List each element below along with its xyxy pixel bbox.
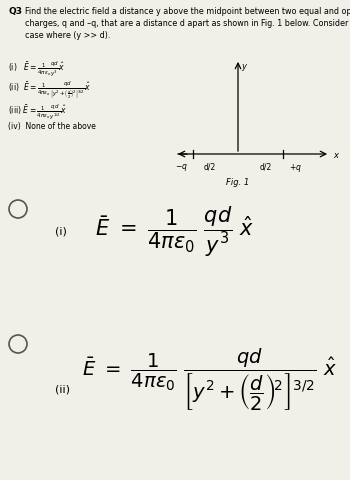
Text: $+q$: $+q$: [288, 162, 301, 174]
Text: (ii)  $\bar{E} = \frac{1}{4\pi\varepsilon_o}\frac{qd}{\left[y^2+\left(\frac{d}{2: (ii) $\bar{E} = \frac{1}{4\pi\varepsilon…: [8, 79, 91, 100]
Text: (iv)  None of the above: (iv) None of the above: [8, 122, 96, 131]
Text: d/2: d/2: [260, 162, 272, 171]
Text: (iii) $\bar{E} = \frac{1}{4\pi\varepsilon_o}\frac{qd}{y^{1/2}}\hat{x}$: (iii) $\bar{E} = \frac{1}{4\pi\varepsilo…: [8, 103, 67, 122]
Text: $\bar{E}\ =\ \dfrac{1}{4\pi\varepsilon_0}\ \dfrac{qd}{y^3}\ \hat{x}$: $\bar{E}\ =\ \dfrac{1}{4\pi\varepsilon_0…: [96, 204, 254, 259]
Text: Fig. 1: Fig. 1: [226, 178, 250, 187]
Text: y: y: [241, 62, 246, 71]
Text: (i): (i): [55, 227, 67, 237]
Text: (i)   $\bar{E} = \frac{1}{4\pi\varepsilon_o}\frac{qd}{y^3}\hat{x}$: (i) $\bar{E} = \frac{1}{4\pi\varepsilon_…: [8, 60, 65, 79]
Text: Q3: Q3: [8, 7, 22, 16]
Text: $-q$: $-q$: [175, 162, 188, 173]
Text: $\bar{E}\ =\ \dfrac{1}{4\pi\varepsilon_0}\ \dfrac{qd}{\left[y^2+\left(\dfrac{d}{: $\bar{E}\ =\ \dfrac{1}{4\pi\varepsilon_0…: [83, 346, 337, 412]
Text: x: x: [333, 150, 338, 159]
Text: Find the electric field a distance y above the midpoint between two equal and op: Find the electric field a distance y abo…: [25, 7, 350, 39]
Text: (ii): (ii): [55, 384, 70, 394]
Text: d/2: d/2: [204, 162, 216, 171]
